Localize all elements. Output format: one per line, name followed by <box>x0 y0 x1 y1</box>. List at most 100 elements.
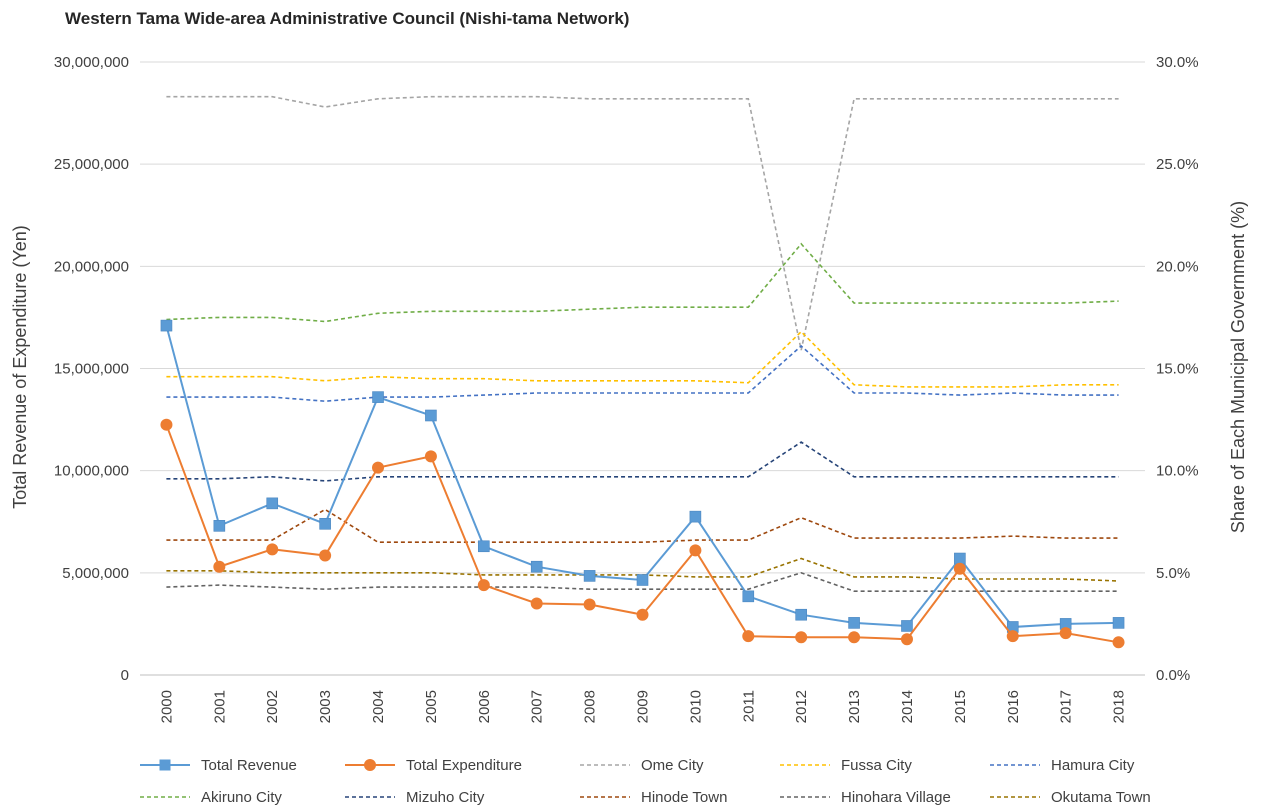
data-point-total-expenditure <box>213 560 226 573</box>
data-point-total-expenditure <box>742 630 755 643</box>
legend-item-okutama-town: Okutama Town <box>990 789 1151 806</box>
data-point-total-revenue <box>795 608 807 621</box>
data-point-total-expenditure <box>477 579 490 592</box>
series-line-mizuho-city <box>166 441 1119 482</box>
y2-tick-label: 0.0% <box>1156 667 1190 684</box>
data-point-total-revenue <box>319 517 331 530</box>
data-point-total-expenditure <box>266 543 279 556</box>
legend-item-ome-city: Ome City <box>580 757 704 774</box>
legend-label: Total Revenue <box>201 757 297 774</box>
x-tick-label: 2007 <box>529 690 546 723</box>
x-axis-ticks: 2000 2001 2002 2003 2004 2005 2006 2007 2008 2009… <box>158 690 1127 723</box>
data-point-total-expenditure <box>953 562 966 575</box>
x-tick-label: 2011 <box>740 690 757 722</box>
data-point-total-expenditure <box>160 418 173 431</box>
data-point-total-revenue <box>742 590 755 603</box>
legend-label: Akiruno City <box>201 789 282 806</box>
x-tick-label: 2002 <box>264 690 281 723</box>
data-point-total-revenue <box>160 319 173 332</box>
x-tick-label: 2003 <box>317 690 334 723</box>
data-point-total-revenue <box>954 552 966 565</box>
y2-axis-ticks: 0.0% 5.0% 10.0% 15.0% 20.0% 25.0% 30.0% <box>1156 54 1199 684</box>
data-point-total-expenditure <box>319 549 332 562</box>
data-point-total-revenue <box>530 560 543 573</box>
series-line-fussa-city <box>166 330 1119 388</box>
x-tick-label: 2001 <box>211 690 228 723</box>
data-point-total-expenditure <box>530 597 543 610</box>
data-point-total-expenditure <box>1006 630 1019 643</box>
legend-item-hinode-town: Hinode Town <box>580 789 727 806</box>
series-line-ome-city <box>166 95 1119 351</box>
legend-label: Hinode Town <box>641 789 727 806</box>
data-point-total-expenditure <box>689 544 702 557</box>
data-point-total-revenue <box>848 617 860 629</box>
y-tick-label: 20,000,000 <box>54 258 129 275</box>
legend-item-mizuho-city: Mizuho City <box>345 789 485 806</box>
legend-label: Okutama Town <box>1051 789 1151 806</box>
x-tick-label: 2014 <box>899 690 916 723</box>
y-axis-ticks: 0 5,000,000 10,000,000 15,000,000 20,000,000… <box>54 54 129 684</box>
x-tick-label: 2005 <box>423 690 440 723</box>
y-tick-label: 25,000,000 <box>54 156 129 173</box>
x-tick-label: 2015 <box>952 690 969 723</box>
legend-label: Total Expenditure <box>406 757 522 774</box>
legend-item-total-revenue: Total Revenue <box>140 757 297 774</box>
legend-label: Hamura City <box>1051 757 1135 774</box>
x-tick-label: 2004 <box>370 690 387 723</box>
chart-title: Western Tama Wide-area Administrative Co… <box>65 9 629 28</box>
data-point-total-revenue <box>372 391 384 403</box>
series-line-hamura-city <box>166 344 1119 403</box>
data-point-total-expenditure <box>636 608 649 621</box>
data-point-total-revenue <box>213 520 226 532</box>
legend-item-total-expenditure: Total Expenditure <box>345 757 522 774</box>
legend-marker <box>159 759 171 771</box>
y-tick-label: 10,000,000 <box>54 463 129 480</box>
primary-series-lines <box>160 319 1125 649</box>
y-tick-label: 15,000,000 <box>54 361 129 378</box>
y-tick-label: 30,000,000 <box>54 54 129 71</box>
y2-tick-label: 30.0% <box>1156 54 1199 71</box>
legend-item-akiruno-city: Akiruno City <box>140 789 282 806</box>
legend-marker <box>364 759 376 771</box>
x-tick-label: 2013 <box>846 690 863 723</box>
x-tick-label: 2006 <box>476 690 493 723</box>
data-point-total-revenue <box>1112 617 1125 629</box>
data-point-total-expenditure <box>900 633 913 646</box>
legend-label: Hinohara Village <box>841 789 951 806</box>
series-line-akiruno-city <box>166 242 1119 323</box>
x-tick-label: 2016 <box>1005 690 1022 723</box>
data-point-total-expenditure <box>1112 636 1125 649</box>
legend: Total Revenue Total Expenditure Ome City Fu… <box>140 757 1151 806</box>
data-point-total-expenditure <box>372 461 385 474</box>
data-point-total-revenue <box>689 510 702 523</box>
x-tick-label: 2008 <box>582 690 599 723</box>
x-tick-label: 2018 <box>1111 690 1128 723</box>
y2-tick-label: 25.0% <box>1156 156 1199 173</box>
y2-tick-label: 15.0% <box>1156 361 1199 378</box>
data-point-total-expenditure <box>848 631 861 644</box>
y-tick-label: 0 <box>121 667 129 684</box>
data-point-total-revenue <box>583 570 596 582</box>
x-tick-label: 2010 <box>687 690 704 723</box>
legend-label: Fussa City <box>841 757 912 774</box>
data-point-total-expenditure <box>583 598 596 611</box>
data-point-total-revenue <box>266 497 279 510</box>
data-point-total-expenditure <box>1059 627 1072 640</box>
x-tick-label: 2009 <box>635 690 652 723</box>
series-line-hinode-town <box>166 508 1119 544</box>
y2-tick-label: 5.0% <box>1156 565 1190 582</box>
data-point-total-revenue <box>478 540 490 553</box>
y2-tick-label: 20.0% <box>1156 258 1199 275</box>
legend-label: Ome City <box>641 757 704 774</box>
data-point-total-expenditure <box>424 450 437 463</box>
y-tick-label: 5,000,000 <box>62 565 129 582</box>
legend-item-fussa-city: Fussa City <box>780 757 912 774</box>
y-axis-title: Total Revenue of Expenditure (Yen) <box>10 225 30 509</box>
series-line-hinohara-village <box>166 571 1119 593</box>
data-point-total-revenue <box>636 574 649 586</box>
legend-label: Mizuho City <box>406 789 485 806</box>
y2-tick-label: 10.0% <box>1156 463 1199 480</box>
x-tick-label: 2012 <box>793 690 810 723</box>
x-tick-label: 2000 <box>158 690 175 723</box>
